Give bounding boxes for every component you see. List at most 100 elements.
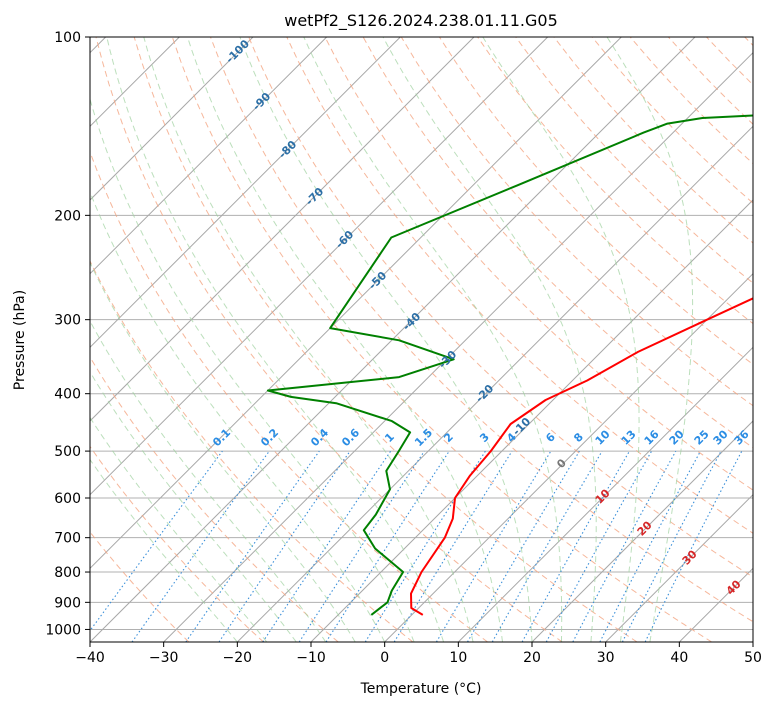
mixing-ratio-label: 16 [642,427,662,447]
moist-adiabat-line [106,37,445,642]
mixing-ratio-line [572,450,677,642]
mixing-ratio-line [545,450,653,642]
mixing-ratio-label: 6 [543,430,558,445]
x-tick-label: 40 [670,650,688,666]
isotherm-line [163,51,753,642]
dry-adiabat-line [90,445,264,642]
dry-adiabat-line [668,37,753,125]
mixing-ratio-line [298,450,425,642]
isotherm-line [457,346,753,642]
dry-adiabat-line [706,37,753,86]
moist-adiabat-line [239,37,533,642]
y-tick-label: 300 [54,313,81,329]
y-axis-title: Pressure (hPa) [12,290,28,390]
mixing-ratio-line [185,450,320,642]
mixing-ratio-line [599,450,701,642]
dry-adiabat-line [90,356,339,642]
isotherm-line [90,37,549,496]
x-axis-title: Temperature (°C) [360,681,482,697]
temperature-profile-line [410,297,753,616]
isotherm-line [90,37,622,570]
dry-adiabat-line [286,37,753,534]
isotherm-line [752,641,753,642]
x-tick-label: −40 [75,650,105,666]
dry-adiabat-line [515,37,753,284]
mixing-ratio-line [393,450,513,642]
mixing-ratio-label: 25 [692,428,712,448]
isotherm-label: -20 [473,382,496,405]
x-tick-label: 20 [523,650,541,666]
dry-adiabat-line [591,37,753,204]
mixing-ratio-line [521,450,630,642]
y-tick-label: 200 [54,208,81,224]
moist-adiabat-line [382,37,597,642]
isotherm-line [531,420,753,642]
moist-adiabat-line [90,416,268,642]
isotherm-line [90,37,328,275]
y-tick-label: 500 [54,444,81,460]
mixing-ratio-line [644,450,743,642]
isotherm-line [90,37,475,422]
moist-adiabat-line [90,97,415,642]
mixing-ratio-label: 0.2 [258,426,281,449]
isotherm-line [310,199,753,642]
mixing-ratio-label: 1 [382,430,397,445]
x-tick-label: −10 [296,650,326,666]
y-tick-label: 1000 [45,622,81,638]
isotherm-line [384,272,753,642]
dry-adiabat-line [133,37,638,642]
dry-adiabat-line [90,531,190,642]
moist-adiabat-line [90,261,356,642]
y-tick-label: 800 [54,565,81,581]
dry-adiabat-line [744,37,753,47]
dry-adiabat-line [171,37,712,642]
dry-adiabat-line [95,37,563,642]
sounding-profiles [266,114,753,616]
mixing-ratio-label: 0.1 [210,426,233,449]
background-isolines [90,37,753,642]
mixing-ratio-label: 1.5 [412,426,435,449]
mixing-ratio-line [131,450,270,642]
x-tick-label: 10 [449,650,467,666]
moist-adiabat-line [143,37,474,642]
dry-adiabat-line [248,37,753,578]
moist-adiabat-line [606,37,694,642]
dewpoint-profile-line [266,114,753,616]
mixing-ratio-label: 3 [477,430,492,445]
plot-frame [89,36,754,643]
y-tick-label: 600 [54,491,81,507]
y-tick-label: 700 [54,531,81,547]
y-axis: 100 200 300 400 500 600 700 800 900 1000 [45,30,90,638]
mixing-ratio-line [262,450,392,642]
mixing-ratio-line [218,450,351,642]
x-tick-label: 0 [380,650,389,666]
chart-title: wetPf2_S126.2024.238.01.11.G05 [284,11,558,31]
dry-adiabat-line [90,150,488,642]
dry-adiabat-line [90,259,414,642]
dry-adiabat-line [324,37,753,491]
isotherm-line [90,37,401,349]
isotherm-line [90,37,254,201]
dry-adiabat-line [210,37,753,623]
x-tick-label: 30 [597,650,615,666]
mixing-ratio-line [90,450,223,632]
moist-adiabat-line [187,37,503,642]
mixing-ratio-label: 0.6 [339,426,362,449]
isotherm-label: -40 [400,310,423,333]
y-tick-label: 100 [54,30,81,46]
isotherm-label: -30 [436,348,459,371]
moist-adiabat-line [90,370,297,642]
x-tick-label: −20 [223,650,253,666]
mixing-ratio-line [325,450,450,642]
y-tick-label: 400 [54,387,81,403]
moist-adiabat-line [482,37,640,642]
isotherm-line [236,125,753,642]
moist-adiabat-line [303,37,563,642]
mixing-ratio-label: 30 [711,427,731,447]
x-axis: −40 −30 −20 −10 0 10 20 30 40 50 [75,642,762,666]
mixing-ratio-label: 13 [619,428,639,448]
x-tick-label: 50 [744,650,762,666]
isotherm-line [605,493,753,642]
y-tick-label: 900 [54,595,81,611]
